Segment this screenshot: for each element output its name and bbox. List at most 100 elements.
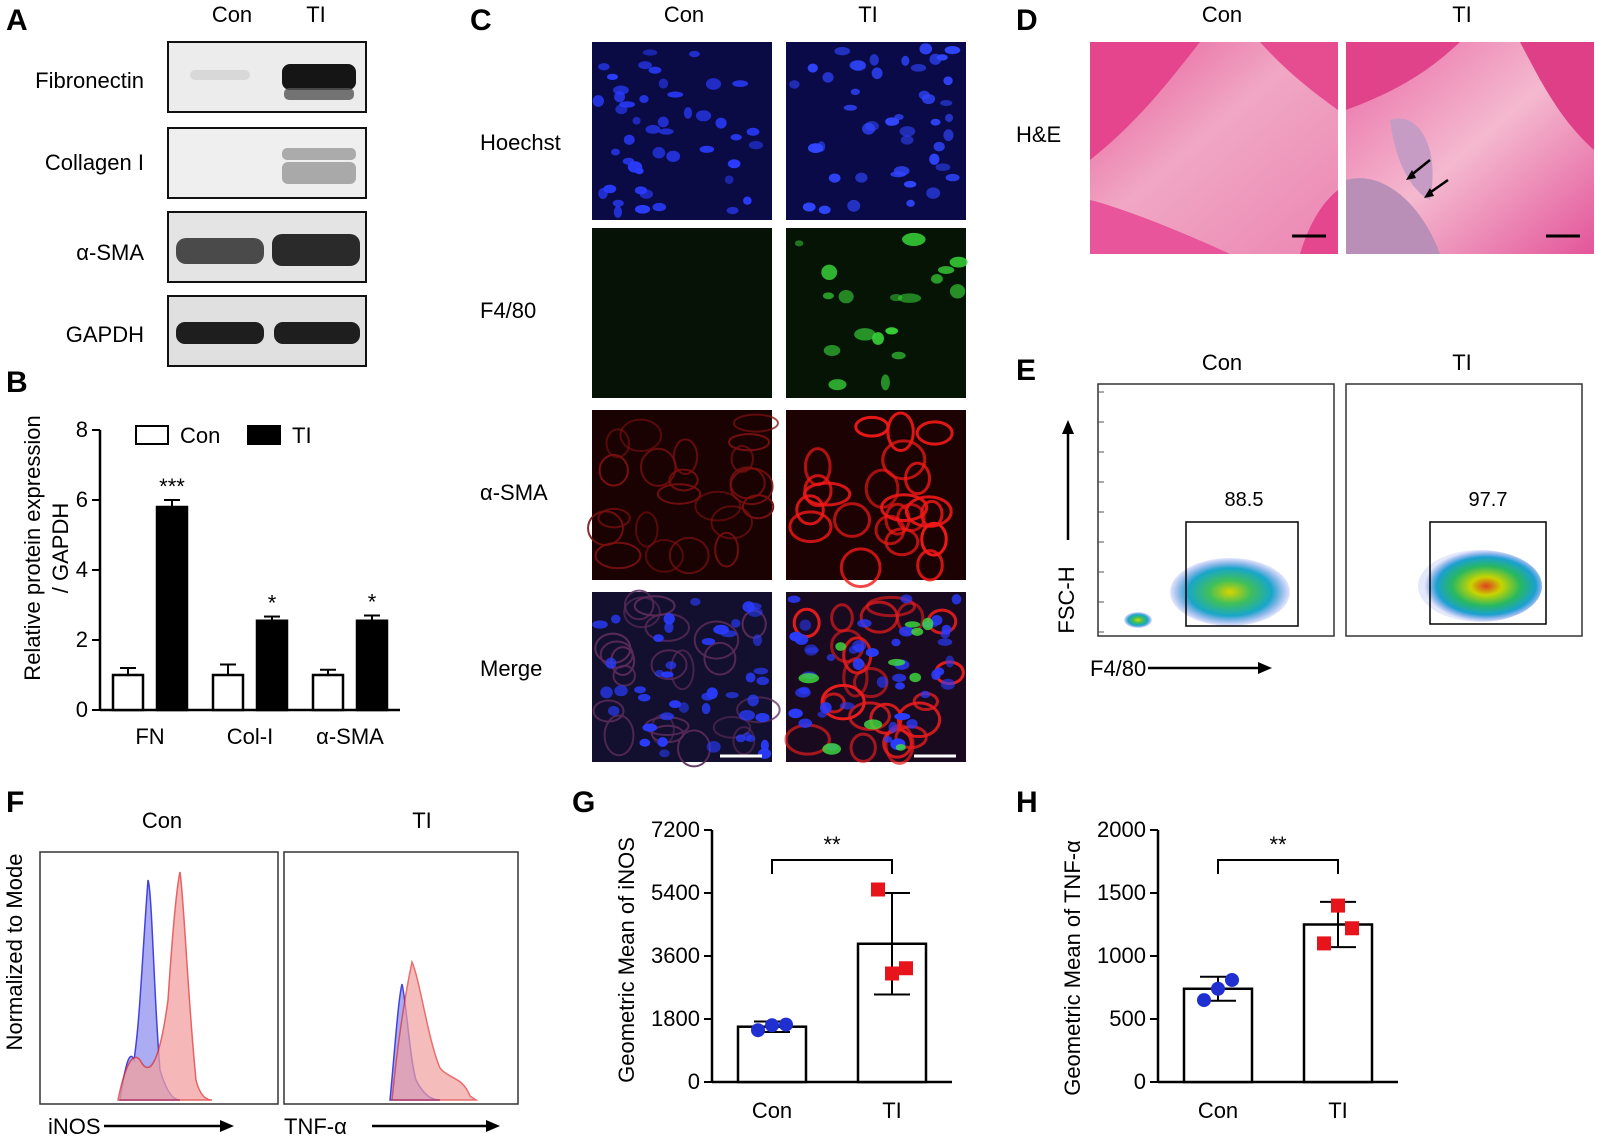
- blot-asma: [167, 211, 367, 283]
- hist-column-con: Con: [142, 808, 182, 833]
- chart-h-significance-bracket: [1217, 859, 1339, 874]
- panel-letter-g: G: [572, 786, 595, 819]
- flow-plot-ti: 97.7: [1345, 383, 1583, 637]
- chart-b-legend-swatch: [135, 425, 169, 445]
- histogram-tnfa: TNF-α: [283, 851, 519, 1139]
- chart-g-ylabel: Geometric Mean of iNOS: [614, 837, 639, 1083]
- chart-b-legend-label: Con: [180, 423, 220, 448]
- chart-h-ytick-label: 2000: [1097, 817, 1146, 842]
- flow-column-ti: TI: [1452, 350, 1472, 375]
- if-image-asma-ti: [786, 410, 966, 589]
- chart-b-category-label: α-SMA: [316, 724, 384, 749]
- panel-letter-f: F: [6, 786, 24, 819]
- panel-a: A Con TI Fibronectin Collagen I α-SMA GA…: [6, 2, 367, 367]
- chart-b-ytick-label: 4: [76, 557, 88, 582]
- he-column-ti: TI: [1452, 2, 1472, 27]
- if-row-asma: α-SMA: [480, 480, 548, 505]
- chart-g-point: [899, 961, 913, 976]
- if-row-merge: Merge: [480, 656, 542, 681]
- if-image-merge-con: [592, 589, 781, 768]
- panel-letter-a: A: [6, 4, 28, 37]
- blot-column-ti: TI: [306, 2, 326, 27]
- chart-h-point: [1331, 898, 1345, 913]
- if-column-con: Con: [664, 2, 704, 27]
- if-row-hoechst: Hoechst: [480, 130, 561, 155]
- chart-b-bar: [155, 505, 189, 712]
- if-image-asma-con: [587, 410, 779, 580]
- blot-row-asma: α-SMA: [76, 240, 144, 265]
- panel-c: C Con TI Hoechst F4/80 α-SMA Merge: [470, 2, 968, 768]
- chart-h-significance: **: [1269, 832, 1287, 857]
- blot-gapdh: [167, 295, 367, 367]
- he-image-ti: [1346, 42, 1594, 254]
- chart-g-point: [751, 1023, 765, 1038]
- chart-g-ytick-label: 0: [688, 1069, 700, 1094]
- chart-h-ytick-label: 500: [1109, 1006, 1146, 1031]
- chart-g: 0 1800 3600 5400 7200 Con TI **: [651, 817, 952, 1123]
- histogram-inos: iNOS: [39, 851, 279, 1139]
- chart-b-category-label: FN: [135, 724, 164, 749]
- panel-b: B Relative protein expression / GAPDH 0 2…: [6, 366, 400, 749]
- chart-g-significance-bracket: [771, 859, 893, 874]
- if-image-hoechst-ti: [786, 42, 966, 220]
- chart-b-ytick-label: 8: [76, 417, 88, 442]
- chart-h-point: [1225, 972, 1239, 987]
- chart-b-ylabel-2: / GAPDH: [48, 503, 73, 593]
- gate-value-con: 88.5: [1225, 489, 1264, 511]
- he-image-con: [1090, 42, 1338, 254]
- chart-h-point: [1211, 981, 1225, 996]
- panel-e: E Con TI FSC-H F4/80 88.5 97.7: [1016, 350, 1583, 681]
- chart-h-point: [1345, 921, 1359, 936]
- chart-b-bar: [355, 619, 389, 712]
- blot-row-collagen: Collagen I: [45, 150, 144, 175]
- chart-h-point: [1317, 936, 1331, 951]
- hist-xlabel-tnfa: TNF-α: [284, 1114, 347, 1139]
- chart-h-ytick-label: 0: [1134, 1069, 1146, 1094]
- hist-column-ti: TI: [412, 808, 432, 833]
- chart-g-significance: **: [823, 832, 841, 857]
- panel-letter-h: H: [1016, 786, 1038, 819]
- chart-h-category-label: TI: [1328, 1098, 1348, 1123]
- chart-g-category-label: Con: [752, 1098, 792, 1123]
- chart-g-point: [871, 882, 885, 897]
- chart-b-legend-label: TI: [292, 423, 312, 448]
- chart-b-bar: [111, 673, 145, 712]
- blot-row-fibronectin: Fibronectin: [35, 68, 144, 93]
- flow-xlabel: F4/80: [1090, 656, 1146, 681]
- chart-b-ylabel-1: Relative protein expression: [20, 415, 45, 680]
- chart-h: 0 500 1000 1500 2000 Con TI **: [1097, 817, 1398, 1123]
- he-column-con: Con: [1202, 2, 1242, 27]
- chart-g-category-label: TI: [882, 1098, 902, 1123]
- chart-g-point: [885, 966, 899, 981]
- chart-b-ytick-label: 2: [76, 627, 88, 652]
- chart-b-significance: ***: [159, 474, 185, 499]
- chart-b-bar: [255, 619, 289, 712]
- chart-b-bar: [211, 673, 245, 712]
- if-row-f480: F4/80: [480, 298, 536, 323]
- chart-g-ytick-label: 7200: [651, 817, 700, 842]
- chart-g-bar: [736, 1025, 808, 1084]
- chart-g-point: [779, 1017, 793, 1032]
- flow-ylabel: FSC-H: [1054, 566, 1079, 633]
- panel-letter-e: E: [1016, 354, 1036, 387]
- panel-f: F Con TI Normalized to Mode iNOS TNF-α: [2, 786, 519, 1139]
- chart-g-point: [765, 1018, 779, 1033]
- chart-b-ytick-label: 0: [76, 697, 88, 722]
- flow-column-con: Con: [1202, 350, 1242, 375]
- if-image-f480-con: [592, 228, 772, 398]
- chart-g-ytick-label: 5400: [651, 880, 700, 905]
- chart-h-ylabel: Geometric Mean of TNF-α: [1060, 840, 1085, 1096]
- chart-b-category-label: Col-I: [227, 724, 273, 749]
- hist-xlabel-inos: iNOS: [48, 1114, 101, 1139]
- panel-letter-d: D: [1016, 4, 1038, 37]
- chart-h-bar: [1182, 987, 1254, 1084]
- if-image-hoechst-con: [592, 42, 772, 220]
- chart-h-ytick-label: 1000: [1097, 943, 1146, 968]
- chart-b-significance: *: [368, 590, 377, 615]
- chart-b-significance: *: [268, 591, 277, 616]
- blot-collagen: [167, 127, 367, 199]
- chart-g-ytick-label: 1800: [651, 1006, 700, 1031]
- panel-g: G Geometric Mean of iNOS 0 1800 3600 5400 72…: [572, 786, 952, 1123]
- chart-b-bar: [311, 673, 345, 712]
